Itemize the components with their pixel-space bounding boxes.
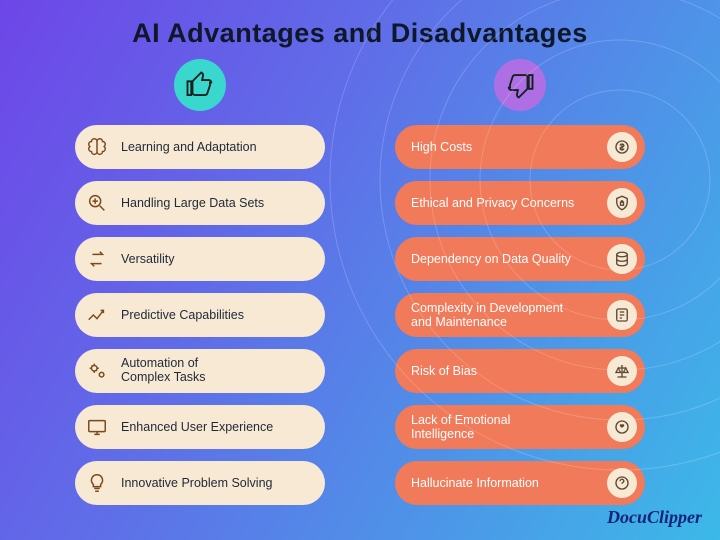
advantage-item: Learning and Adaptation <box>75 125 325 169</box>
disadvantage-label: Ethical and Privacy Concerns <box>411 196 574 210</box>
shield-lock-icon <box>607 188 637 218</box>
disadvantage-item: Risk of Bias <box>395 349 645 393</box>
disadvantage-label: Lack of Emotional Intelligence <box>411 413 510 442</box>
advantage-label: Learning and Adaptation <box>121 140 257 154</box>
advantage-label: Predictive Capabilities <box>121 308 244 322</box>
disadvantages-column: High Costs Ethical and Privacy Concerns … <box>395 59 645 517</box>
coin-icon <box>607 132 637 162</box>
thumbs-down-badge <box>494 59 546 111</box>
disadvantage-item: Dependency on Data Quality <box>395 237 645 281</box>
screen-icon <box>83 413 111 441</box>
advantage-label: Automation of Complex Tasks <box>121 357 206 385</box>
brain-icon <box>83 133 111 161</box>
disadvantage-label: Dependency on Data Quality <box>411 252 571 266</box>
disadvantage-label: Risk of Bias <box>411 364 477 378</box>
scale-icon <box>607 356 637 386</box>
disadvantage-item: Complexity in Development and Maintenanc… <box>395 293 645 337</box>
disadvantage-item: High Costs <box>395 125 645 169</box>
gears-icon <box>83 357 111 385</box>
disadvantage-label: High Costs <box>411 140 472 154</box>
thumbs-down-icon <box>505 70 535 100</box>
bulb-icon <box>83 469 111 497</box>
advantage-item: Automation of Complex Tasks <box>75 349 325 393</box>
advantage-label: Handling Large Data Sets <box>121 196 264 210</box>
page-title: AI Advantages and Disadvantages <box>0 0 720 49</box>
advantage-item: Predictive Capabilities <box>75 293 325 337</box>
advantage-label: Enhanced User Experience <box>121 420 273 434</box>
trend-icon <box>83 301 111 329</box>
disadvantage-label: Hallucinate Information <box>411 476 539 490</box>
thumbs-up-badge <box>174 59 226 111</box>
advantage-label: Innovative Problem Solving <box>121 476 272 490</box>
disadvantage-item: Hallucinate Information <box>395 461 645 505</box>
thumbs-up-icon <box>185 70 215 100</box>
magnify-data-icon <box>83 189 111 217</box>
advantages-column: Learning and Adaptation Handling Large D… <box>75 59 325 517</box>
advantage-item: Handling Large Data Sets <box>75 181 325 225</box>
disadvantage-item: Lack of Emotional Intelligence <box>395 405 645 449</box>
complexity-icon <box>607 300 637 330</box>
infographic-stage: AI Advantages and Disadvantages Learning… <box>0 0 720 540</box>
advantage-item: Innovative Problem Solving <box>75 461 325 505</box>
columns: Learning and Adaptation Handling Large D… <box>0 59 720 517</box>
advantage-item: Versatility <box>75 237 325 281</box>
head-heart-icon <box>607 412 637 442</box>
advantage-item: Enhanced User Experience <box>75 405 325 449</box>
database-icon <box>607 244 637 274</box>
swap-icon <box>83 245 111 273</box>
brand-watermark: DocuClipper <box>607 507 702 528</box>
question-icon <box>607 468 637 498</box>
advantage-label: Versatility <box>121 252 175 266</box>
disadvantage-item: Ethical and Privacy Concerns <box>395 181 645 225</box>
disadvantage-label: Complexity in Development and Maintenanc… <box>411 301 563 330</box>
